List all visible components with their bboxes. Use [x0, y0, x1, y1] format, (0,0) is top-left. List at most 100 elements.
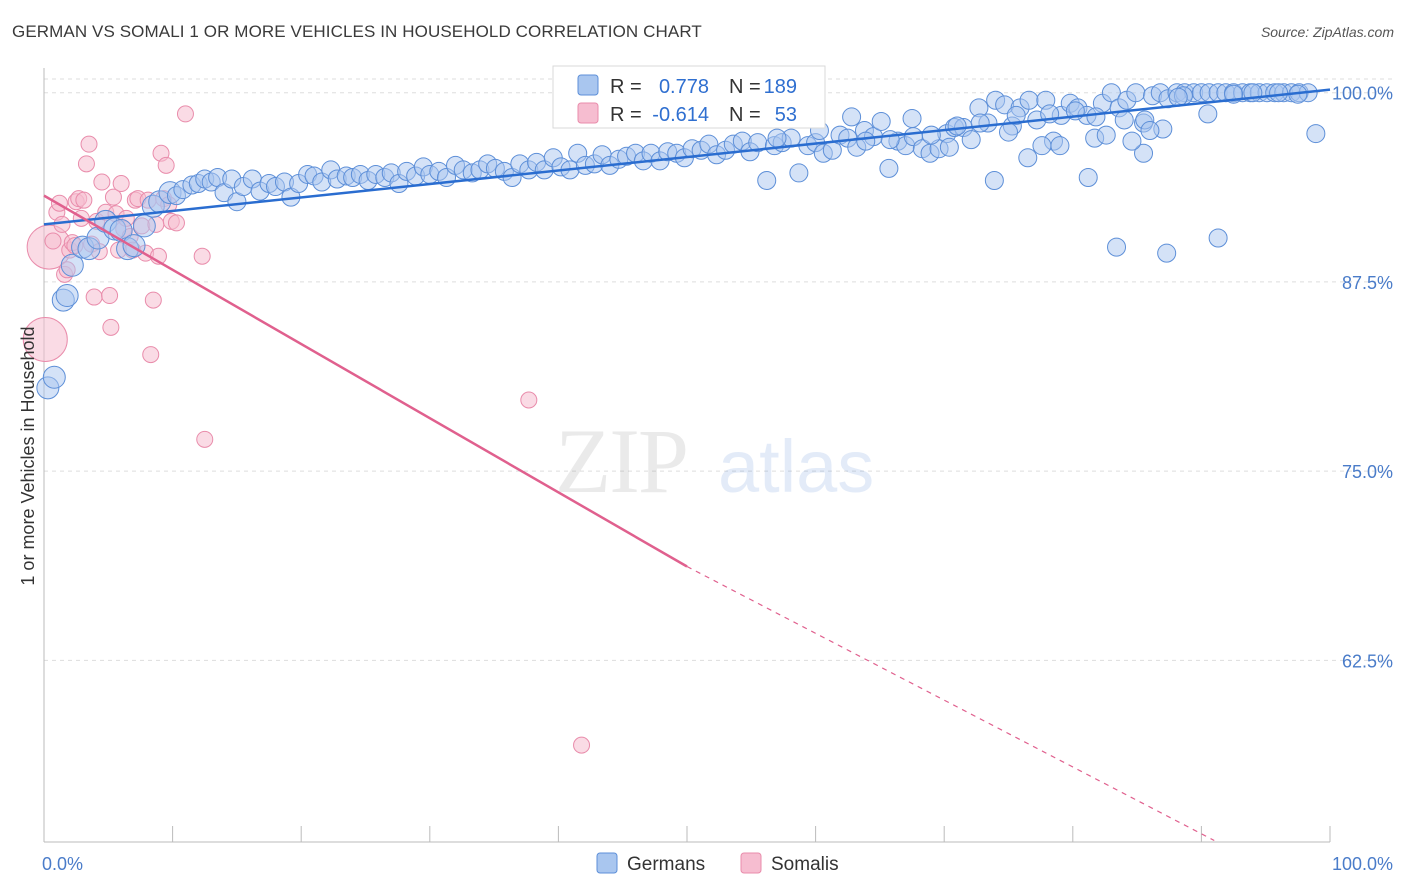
german-point	[856, 131, 876, 151]
y-tick-label: 100.0%	[1332, 84, 1393, 104]
german-point	[767, 128, 787, 148]
bottom-legend-swatch-somalis	[740, 852, 762, 874]
grid-lines	[44, 78, 1392, 661]
legend-r-label-germans: R =	[610, 76, 642, 98]
german-point	[984, 171, 1004, 191]
legend-r-label-somalis: R =	[610, 104, 642, 126]
german-point	[1006, 105, 1026, 125]
y-tick-label: 62.5%	[1342, 651, 1393, 671]
somali-trendline-extension	[686, 565, 1215, 842]
german-point	[970, 113, 990, 133]
watermark-text-atlas: atlas	[718, 425, 874, 508]
somali-points	[22, 105, 591, 754]
somali-point	[80, 135, 98, 153]
german-point	[1208, 228, 1228, 248]
german-point	[947, 116, 967, 136]
somali-point	[520, 391, 538, 409]
somali-point	[167, 214, 185, 232]
german-point	[757, 171, 777, 191]
german-point	[1269, 83, 1289, 103]
somali-trendline	[43, 194, 688, 568]
bottom-legend: Germans Somalis	[596, 852, 839, 875]
x-tick-labels: 0.0% 100.0%	[42, 854, 1393, 874]
legend-r-value-somalis: -0.614	[652, 104, 709, 126]
german-point	[939, 137, 959, 157]
y-tick-labels: 100.0% 87.5% 75.0% 62.5%	[1332, 84, 1393, 672]
somali-point	[176, 105, 194, 123]
german-point	[842, 107, 862, 127]
german-point	[132, 214, 156, 238]
legend-n-value-germans: 189	[764, 76, 797, 98]
chart-source: Source: ZipAtlas.com	[1260, 24, 1394, 40]
german-points	[36, 83, 1326, 400]
legend-n-label-germans: N =	[729, 76, 761, 98]
top-legend: R = 0.778 N = 189 R = -0.614 N = 53	[552, 65, 826, 129]
german-point	[1134, 143, 1154, 163]
x-tick-label-min: 0.0%	[42, 854, 83, 874]
german-point	[1114, 110, 1134, 130]
somali-point	[142, 346, 160, 364]
german-point	[921, 125, 941, 145]
german-point	[1198, 104, 1218, 124]
german-point	[1086, 107, 1106, 127]
bottom-legend-label-germans: Germans	[627, 854, 705, 875]
y-axis-title: 1 or more Vehicles in Household	[18, 326, 38, 585]
somali-point	[22, 316, 68, 362]
german-point	[871, 111, 891, 131]
watermark-text: ZIP	[555, 410, 687, 512]
somali-point	[75, 191, 93, 209]
x-tick-label-max: 100.0%	[1332, 854, 1393, 874]
legend-r-value-germans: 0.778	[659, 76, 709, 98]
y-tick-label: 75.0%	[1342, 462, 1393, 482]
german-point	[60, 253, 84, 277]
german-point	[789, 163, 809, 183]
german-point	[1078, 167, 1098, 187]
somali-point	[44, 232, 62, 250]
somali-point	[104, 188, 122, 206]
german-point	[1306, 124, 1326, 144]
german-point	[1122, 131, 1142, 151]
german-point	[902, 108, 922, 128]
german-point	[961, 130, 981, 150]
german-point	[1107, 237, 1127, 257]
bottom-legend-label-somalis: Somalis	[771, 854, 839, 875]
somali-point	[193, 247, 211, 265]
bottom-legend-swatch-germans	[596, 852, 618, 874]
german-trendline	[43, 88, 1331, 226]
somali-point	[157, 156, 175, 174]
legend-swatch-germans	[577, 74, 599, 96]
german-point	[1050, 136, 1070, 156]
somali-point	[102, 318, 120, 336]
german-point	[55, 284, 79, 308]
german-point	[1101, 83, 1121, 103]
german-point	[1019, 90, 1039, 110]
german-point	[1126, 83, 1146, 103]
legend-n-value-somalis: 53	[775, 104, 797, 126]
german-point	[1032, 136, 1052, 156]
somali-point	[77, 155, 95, 173]
somali-point	[101, 287, 119, 305]
legend-n-label-somalis: N =	[729, 104, 761, 126]
somali-point	[196, 430, 214, 448]
german-point	[42, 365, 66, 389]
german-point	[999, 122, 1018, 142]
somali-point	[53, 215, 71, 233]
chart-title: GERMAN VS SOMALI 1 OR MORE VEHICLES IN H…	[12, 22, 702, 41]
trendlines	[43, 88, 1331, 842]
german-point	[1096, 125, 1116, 145]
somali-point	[573, 736, 591, 754]
watermark: ZIP atlas	[555, 410, 874, 512]
german-point	[1018, 148, 1038, 168]
german-point	[1157, 243, 1177, 263]
y-tick-label: 87.5%	[1342, 273, 1393, 293]
german-point	[1168, 87, 1188, 107]
somali-point	[93, 173, 111, 191]
legend-swatch-somalis	[577, 102, 599, 124]
german-point	[879, 158, 899, 178]
german-point	[880, 130, 900, 150]
somali-point	[85, 288, 103, 306]
german-point	[1140, 121, 1160, 141]
somali-point	[112, 175, 130, 193]
somali-point	[144, 291, 162, 309]
